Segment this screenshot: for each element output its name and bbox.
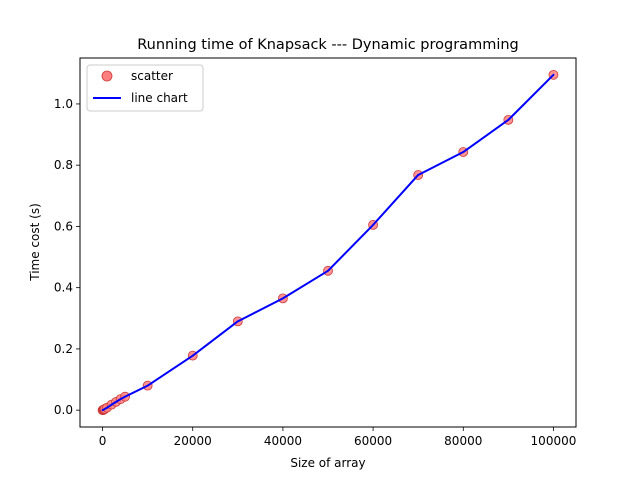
- legend-scatter-label: scatter: [131, 69, 173, 83]
- plot-area: [97, 69, 559, 416]
- line-series: [101, 73, 555, 412]
- x-axis-label: Size of array: [290, 456, 365, 470]
- chart-title: Running time of Knapsack --- Dynamic pro…: [137, 37, 519, 53]
- y-axis-ticks: 0.0 0.2 0.4 0.6 0.8 1.0: [54, 97, 80, 417]
- y-tick-label: 1.0: [54, 97, 73, 111]
- x-tick-label: 100000: [531, 434, 577, 448]
- y-tick-label: 0.8: [54, 158, 73, 172]
- x-tick-label: 20000: [174, 434, 212, 448]
- x-tick-label: 80000: [444, 434, 482, 448]
- legend: scatter line chart: [86, 64, 204, 112]
- x-axis-ticks: 0 20000 40000 60000 80000 100000: [99, 427, 577, 448]
- legend-scatter-marker: [101, 70, 113, 82]
- y-axis-label: Time cost (s): [28, 203, 42, 282]
- legend-line-label: line chart: [131, 91, 188, 105]
- x-tick-label: 40000: [264, 434, 302, 448]
- legend-box: [86, 64, 204, 112]
- y-tick-label: 0.4: [54, 281, 73, 295]
- y-tick-label: 0.2: [54, 342, 73, 356]
- y-tick-label: 0.0: [54, 403, 73, 417]
- x-tick-label: 60000: [354, 434, 392, 448]
- x-tick-label: 0: [99, 434, 107, 448]
- y-tick-label: 0.6: [54, 219, 73, 233]
- axes-frame: [79, 57, 577, 428]
